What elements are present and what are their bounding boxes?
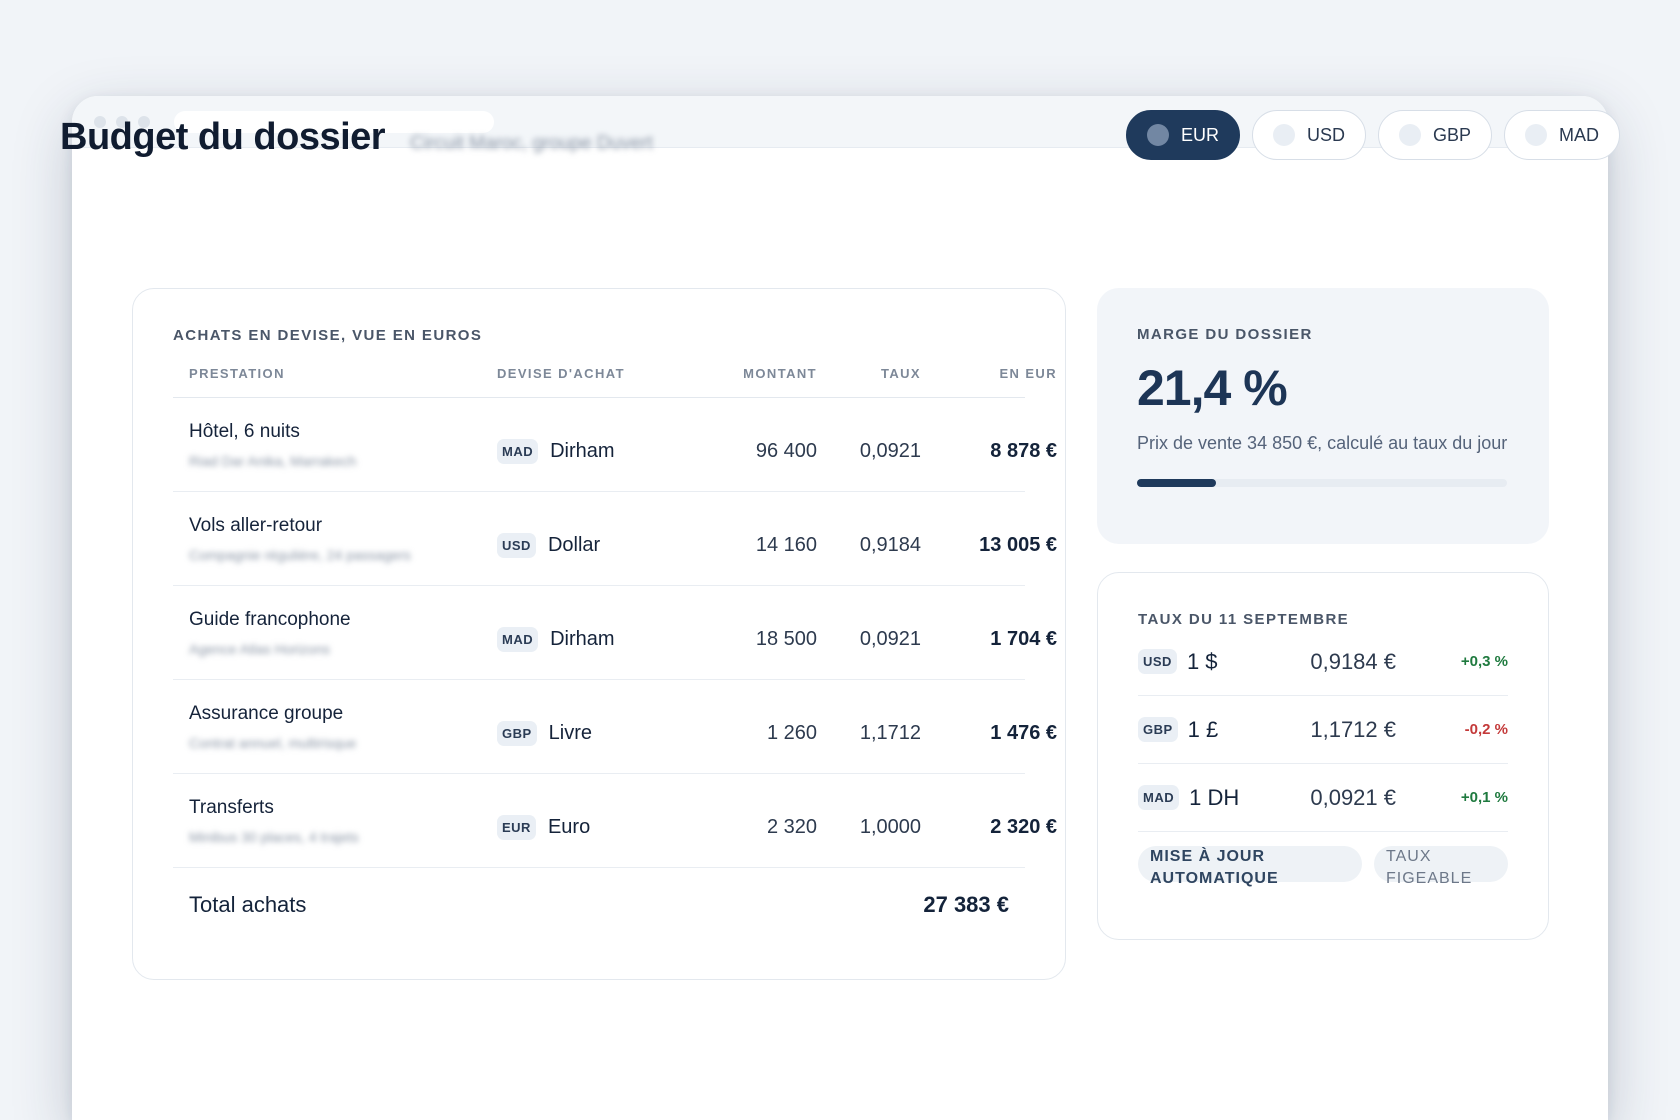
eur-cell: 1 704 €	[990, 628, 1057, 650]
table-row[interactable]: Guide francophone Agence Atlas Horizons M…	[173, 586, 1057, 680]
table-row[interactable]: Hôtel, 6 nuits Riad Dar Anika, Marrakech …	[173, 398, 1057, 492]
rate-delta: +0,3 %	[1460, 653, 1508, 670]
rate-unit: 1 £	[1187, 716, 1219, 742]
currency-option-eur[interactable]: EUR	[1125, 110, 1240, 160]
rate-row: MAD 1 DH 0,0921 € +0,1 %	[1138, 764, 1508, 832]
currency-badge: USD	[497, 533, 536, 558]
rate-cell: 1,0000	[859, 816, 921, 838]
rate-options: MISE À JOUR AUTOMATIQUE TAUX FIGEABLE	[1138, 846, 1508, 887]
amount-cell: 1 260	[766, 722, 817, 744]
currency-option-usd[interactable]: USD	[1251, 110, 1366, 160]
total-value: 27 383 €	[923, 892, 1009, 917]
prestation-name: Vols aller-retour	[189, 514, 323, 536]
radio-indicator-icon	[1272, 124, 1295, 146]
table-row[interactable]: Assurance groupe Contrat annuel, multiris…	[173, 680, 1057, 774]
currency-badge: MAD	[1138, 785, 1180, 810]
margin-value: 21,4 %	[1137, 360, 1288, 416]
total-row: Total achats 27 383 €	[173, 868, 1025, 942]
rate-cell: 0,0921	[859, 628, 921, 650]
prestation-detail: Agence Atlas Horizons	[189, 640, 330, 657]
purchases-section-label: ACHATS EN DEVISE, VUE EN EUROS	[173, 327, 483, 344]
purchases-table-header: PRESTATION DEVISE D'ACHAT MONTANT TAUX E…	[173, 366, 1056, 398]
eur-cell: 13 005 €	[979, 534, 1057, 556]
amount-cell: 96 400	[755, 440, 817, 462]
currency-name: Dollar	[547, 534, 601, 556]
currency-toggle: EUR USD GBP MAD	[1125, 110, 1620, 160]
currency-option-label: EUR	[1180, 124, 1219, 145]
table-row[interactable]: Transferts Minibus 30 places, 4 trajets E…	[173, 774, 1057, 868]
rate-value: 1,1712 €	[1310, 716, 1396, 742]
currency-name: Dirham	[550, 440, 615, 462]
rate-delta: +0,1 %	[1460, 789, 1508, 806]
amount-cell: 18 500	[755, 628, 817, 650]
currency-option-gbp[interactable]: GBP	[1377, 110, 1492, 160]
radio-indicator-icon	[1146, 124, 1169, 146]
purchases-card: ACHATS EN DEVISE, VUE EN EUROS PRESTATIO…	[132, 288, 1066, 980]
currency-name: Dirham	[550, 628, 615, 650]
window-control-dot[interactable]	[116, 115, 128, 128]
eur-cell: 2 320 €	[990, 816, 1057, 838]
rate-unit: 1 DH	[1189, 784, 1240, 810]
currency-badge: EUR	[497, 815, 536, 840]
column-header-montant: MONTANT	[743, 366, 817, 381]
prestation-detail: Compagnie régulière, 24 passagers	[189, 546, 411, 563]
eur-cell: 1 476 €	[990, 722, 1057, 744]
prestation-name: Guide francophone	[189, 608, 351, 630]
rate-value: 0,0921 €	[1310, 784, 1396, 810]
rate-row: USD 1 $ 0,9184 € +0,3 %	[1138, 628, 1508, 696]
rate-cell: 0,9184	[859, 534, 921, 556]
currency-badge: MAD	[497, 439, 539, 464]
rate-cell: 1,1712	[859, 722, 921, 744]
radio-indicator-icon	[1525, 124, 1547, 146]
margin-progress-fill	[1137, 479, 1217, 487]
address-bar[interactable]	[174, 110, 494, 133]
prestation-detail: Contrat annuel, multirisque	[189, 734, 357, 751]
prestation-detail: Riad Dar Anika, Marrakech	[189, 452, 357, 469]
window-control-dot[interactable]	[138, 115, 150, 128]
rate-value: 0,9184 €	[1310, 648, 1396, 674]
currency-option-label: GBP	[1432, 124, 1471, 145]
prestation-name: Hôtel, 6 nuits	[189, 420, 300, 442]
eur-cell: 8 878 €	[990, 440, 1057, 462]
margin-description: Prix de vente 34 850 €, calculé au taux …	[1137, 433, 1508, 453]
column-header-devise: DEVISE D'ACHAT	[497, 366, 625, 381]
amount-cell: 2 320	[766, 816, 817, 838]
currency-option-label: USD	[1306, 124, 1345, 145]
prestation-name: Assurance groupe	[189, 702, 344, 724]
amount-cell: 14 160	[755, 534, 817, 556]
currency-badge: USD	[1138, 649, 1177, 674]
page-subtitle: Circuit Maroc, groupe Duvert	[410, 133, 653, 154]
auto-update-chip[interactable]: MISE À JOUR AUTOMATIQUE	[1138, 846, 1362, 887]
margin-progress-bar	[1137, 479, 1507, 487]
margin-card: MARGE DU DOSSIER 21,4 % Prix de vente 34…	[1097, 288, 1549, 544]
page-title: Budget du dossier	[60, 116, 386, 158]
currency-badge: GBP	[1138, 717, 1178, 742]
currency-badge: MAD	[497, 627, 539, 652]
currency-option-label: MAD	[1559, 124, 1599, 145]
currency-option-mad[interactable]: MAD	[1504, 110, 1620, 160]
rates-section-label: TAUX DU 11 SEPTEMBRE	[1138, 611, 1350, 628]
total-label: Total achats	[189, 892, 307, 917]
radio-indicator-icon	[1398, 124, 1421, 146]
rate-row: GBP 1 £ 1,1712 € -0,2 %	[1138, 696, 1508, 764]
column-header-prestation: PRESTATION	[189, 366, 285, 381]
rate-unit: 1 $	[1186, 648, 1218, 674]
currency-name: Livre	[548, 722, 593, 744]
lockable-rate-chip[interactable]: TAUX FIGEABLE	[1374, 846, 1508, 887]
rate-delta: -0,2 %	[1464, 721, 1508, 738]
rate-cell: 0,0921	[859, 440, 921, 462]
column-header-taux: TAUX	[880, 366, 921, 381]
rates-card: TAUX DU 11 SEPTEMBRE USD 1 $ 0,9184 € +0,…	[1097, 572, 1549, 940]
column-header-en-eur: EN EUR	[999, 366, 1057, 381]
window-control-dot[interactable]	[94, 115, 106, 128]
table-row[interactable]: Vols aller-retour Compagnie régulière, 24…	[173, 492, 1057, 586]
prestation-name: Transferts	[189, 796, 274, 818]
currency-name: Euro	[547, 816, 591, 838]
prestation-detail: Minibus 30 places, 4 trajets	[189, 828, 359, 845]
margin-section-label: MARGE DU DOSSIER	[1137, 326, 1313, 343]
currency-badge: GBP	[497, 721, 537, 746]
